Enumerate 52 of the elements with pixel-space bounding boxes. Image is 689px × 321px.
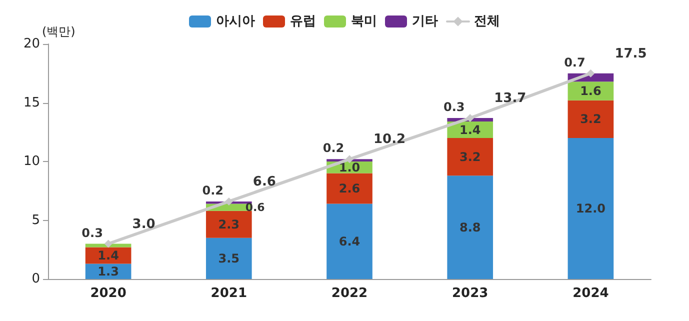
- point: [104, 240, 112, 248]
- data-label: 6.4: [338, 234, 360, 248]
- legend-label: 기타: [412, 14, 438, 29]
- data-label: 0.7: [564, 55, 586, 70]
- legend-label: 유럽: [290, 14, 316, 29]
- bar: [85, 244, 132, 248]
- data-label: 3.2: [580, 112, 602, 126]
- data-label: 1.0: [338, 160, 360, 174]
- data-label: 6.6: [252, 174, 276, 190]
- data-label: 1.4: [459, 122, 481, 137]
- point: [224, 197, 233, 206]
- x-tick-label: 2022: [331, 286, 368, 301]
- bar: [568, 138, 614, 279]
- data-label: 0.3: [443, 100, 465, 114]
- legend-label: 전체: [474, 14, 500, 29]
- bar: [206, 238, 252, 279]
- x-tick-label: 2023: [452, 286, 488, 301]
- bar: [568, 100, 614, 138]
- bar: [206, 210, 252, 238]
- bar: [447, 176, 494, 279]
- point: [466, 114, 474, 122]
- point: [586, 69, 595, 78]
- data-label: 0.2: [202, 183, 224, 198]
- data-label: 3.0: [132, 216, 156, 232]
- data-label: 1.6: [580, 84, 602, 98]
- data-label: 13.7: [494, 91, 526, 106]
- y-tick-label: 20: [23, 36, 40, 52]
- data-label: 0.2: [322, 141, 344, 156]
- data-label: 0.3: [82, 226, 103, 240]
- y-tick-label: 15: [23, 95, 40, 110]
- bar: [326, 204, 372, 279]
- data-label: 3.5: [218, 251, 240, 266]
- x-tick-label: 2020: [90, 286, 126, 301]
- data-label: 12.0: [576, 202, 606, 216]
- bar: [447, 138, 494, 176]
- data-label: 2.6: [338, 182, 360, 196]
- data-label: 2.3: [218, 217, 240, 232]
- data-label: 8.8: [459, 220, 481, 234]
- x-tick-label: 2024: [572, 286, 609, 301]
- legend-label: 아시아: [216, 14, 255, 29]
- data-label: 10.2: [374, 132, 406, 148]
- bar: [326, 173, 372, 204]
- data-label: 1.3: [98, 264, 119, 278]
- y-axis-title: (백만): [42, 24, 76, 39]
- legend-label: 북미: [351, 14, 377, 29]
- data-label: 17.5: [614, 46, 647, 62]
- data-label: 1.4: [98, 248, 119, 262]
- y-tick-label: 10: [23, 154, 40, 169]
- y-tick-label: 0: [32, 272, 40, 286]
- data-label: 3.2: [459, 150, 481, 164]
- x-tick-label: 2021: [210, 286, 247, 301]
- y-tick-label: 5: [32, 212, 40, 228]
